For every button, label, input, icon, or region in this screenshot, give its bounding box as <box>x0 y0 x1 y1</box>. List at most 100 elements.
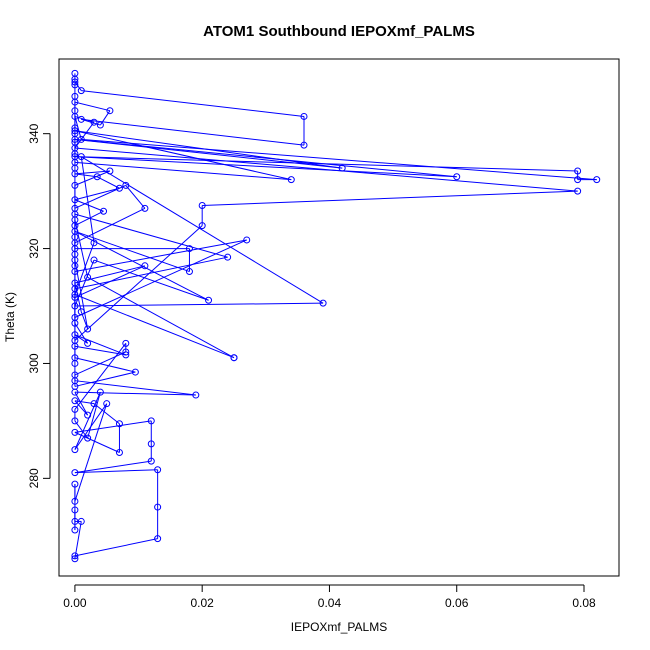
data-point <box>115 448 123 456</box>
data-point <box>141 204 149 212</box>
data-point <box>71 92 79 100</box>
data-point <box>154 466 162 474</box>
data-point <box>71 506 79 514</box>
series-segment <box>81 90 305 117</box>
series-segment <box>81 156 324 304</box>
data-point <box>93 173 101 181</box>
data-point <box>300 112 308 120</box>
data-point <box>71 428 79 436</box>
data-point <box>77 87 85 95</box>
series-segment <box>74 130 292 181</box>
series-segment <box>74 170 110 175</box>
series-segment <box>74 371 136 387</box>
series-segment <box>74 403 108 502</box>
data-point <box>71 75 79 83</box>
chart-title: ATOM1 Southbound IEPOXmf_PALMS <box>203 23 475 40</box>
data-point <box>71 497 79 505</box>
data-point <box>96 388 104 396</box>
data-point <box>71 107 79 115</box>
data-point <box>574 176 582 184</box>
series-segment <box>74 187 120 201</box>
series-segment <box>80 156 95 243</box>
plot-frame <box>58 58 620 577</box>
data-point <box>77 115 85 123</box>
series-segment <box>74 170 111 186</box>
series-segment <box>74 265 146 298</box>
data-point <box>154 535 162 543</box>
data-point <box>198 222 206 230</box>
series-segment <box>74 334 127 356</box>
data-point <box>71 397 79 405</box>
data-point <box>115 184 123 192</box>
series-segment <box>74 213 228 258</box>
series-segment <box>74 538 158 557</box>
data-point <box>71 446 79 454</box>
data-point <box>205 296 213 304</box>
data-point <box>71 382 79 390</box>
data-point <box>243 236 251 244</box>
data-point <box>154 503 162 511</box>
series-segment <box>74 343 127 410</box>
y-axis: 280 300 320 340 <box>27 123 51 488</box>
data-point <box>71 138 79 146</box>
data-point <box>84 434 92 442</box>
data-point <box>71 262 79 270</box>
series-segment <box>74 230 190 273</box>
series-segment <box>74 242 95 295</box>
data-point <box>71 417 79 425</box>
series-segment <box>74 357 136 373</box>
data-point <box>71 78 79 86</box>
data-point <box>319 299 327 307</box>
y-tick-label: 300 <box>27 353 41 373</box>
y-tick-label: 280 <box>27 468 41 488</box>
data-point <box>77 308 85 316</box>
series-segment <box>93 259 209 301</box>
data-point <box>96 121 104 129</box>
data-point <box>71 293 79 301</box>
data-point <box>192 391 200 399</box>
data-point <box>77 153 85 161</box>
series-segment <box>74 207 146 244</box>
data-point <box>71 302 79 310</box>
data-point <box>71 371 79 379</box>
series-segment <box>74 239 247 318</box>
series-segment <box>74 225 203 341</box>
data-point <box>103 400 111 408</box>
data-point <box>71 342 79 350</box>
series-segment <box>74 256 228 290</box>
data-point <box>122 339 130 347</box>
series-segment <box>74 101 111 112</box>
data-point <box>71 279 79 287</box>
series-segment <box>74 156 457 178</box>
series-segment <box>81 118 305 146</box>
series-segment <box>74 391 89 416</box>
data-point <box>185 268 193 276</box>
series-segment <box>202 190 578 206</box>
data-point <box>71 250 79 258</box>
series-segment <box>74 469 158 474</box>
series-segment <box>74 259 89 330</box>
y-axis-label: Theta (K) <box>3 292 17 342</box>
data-point <box>71 181 79 189</box>
data-point <box>122 181 130 189</box>
series-segment <box>74 294 235 359</box>
data-point <box>71 204 79 212</box>
series-segment <box>74 521 82 559</box>
series-segment <box>74 322 89 344</box>
x-tick-label: 0.00 <box>63 596 87 610</box>
series-segment <box>74 173 98 178</box>
series-segment <box>74 161 292 181</box>
series-segment <box>74 156 578 172</box>
data-point <box>593 176 601 184</box>
data-point <box>122 351 130 359</box>
data-point <box>71 405 79 413</box>
data-point <box>224 253 232 261</box>
series-segment <box>125 185 146 209</box>
data-point <box>84 273 92 281</box>
data-point <box>574 167 582 175</box>
data-point <box>90 239 98 247</box>
series-segment <box>74 199 104 212</box>
data-point <box>287 176 295 184</box>
data-point <box>84 339 92 347</box>
data-point <box>71 150 79 158</box>
